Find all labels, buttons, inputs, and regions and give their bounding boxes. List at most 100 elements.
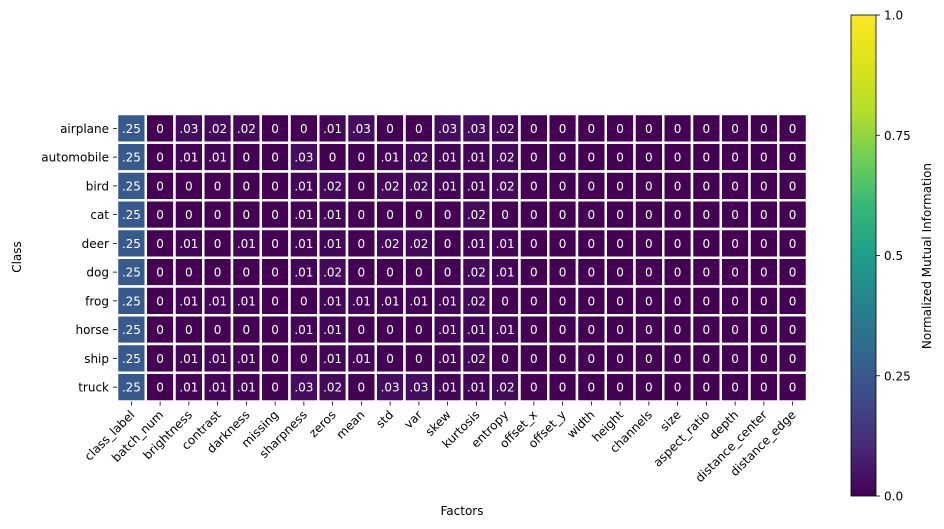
cell-value-label: .01 xyxy=(323,352,342,366)
y-tick-label: dog xyxy=(86,266,109,280)
cell-value-label: 0 xyxy=(645,323,653,337)
colorbar-ticks: 0.0 0.25 0.5 0.75 1.0 xyxy=(876,9,911,504)
cell-value-label: .01 xyxy=(179,151,198,165)
cell-value-label: 0 xyxy=(214,266,222,280)
cell-value-label: .02 xyxy=(381,179,400,193)
cell-value-label: .03 xyxy=(381,381,400,395)
cell-value-label: 0 xyxy=(731,294,739,308)
heatmap-cell xyxy=(575,112,607,144)
cell-value-label: 0 xyxy=(674,294,682,308)
cell-value-label: .01 xyxy=(467,323,486,337)
cell-value-label: 0 xyxy=(645,122,653,136)
heatmap-cell xyxy=(633,227,665,259)
cell-value-label: .03 xyxy=(179,122,198,136)
cell-value-label: .02 xyxy=(496,179,515,193)
cell-value-label: 0 xyxy=(674,208,682,222)
cell-value-label: 0 xyxy=(271,151,279,165)
cell-value-label: 0 xyxy=(588,179,596,193)
cell-value-label: .01 xyxy=(438,179,457,193)
cell-value-label: 0 xyxy=(559,323,567,337)
cell-value-label: 0 xyxy=(156,352,164,366)
cell-value-label: .01 xyxy=(294,179,313,193)
cell-value-label: 0 xyxy=(243,179,251,193)
cell-value-label: 0 xyxy=(185,179,193,193)
cell-value-label: 0 xyxy=(415,323,423,337)
cell-value-label: 0 xyxy=(415,352,423,366)
cell-value-label: .02 xyxy=(409,179,428,193)
cell-value-label: 0 xyxy=(588,323,596,337)
cell-value-label: 0 xyxy=(271,179,279,193)
heatmap-cell xyxy=(777,285,809,317)
cell-value-label: 0 xyxy=(760,151,768,165)
cell-value-label: 0 xyxy=(789,122,797,136)
cell-value-label: 0 xyxy=(731,151,739,165)
cell-value-label: 0 xyxy=(731,179,739,193)
heatmap-cell xyxy=(288,141,320,173)
colorbar-tick-label: 0.25 xyxy=(884,369,911,383)
cell-value-label: 0 xyxy=(444,237,452,251)
cell-value-label: 0 xyxy=(329,151,337,165)
cell-value-label: .02 xyxy=(409,151,428,165)
heatmap-cell xyxy=(144,227,176,259)
heatmap-cell xyxy=(432,227,464,259)
cell-value-label: 0 xyxy=(358,208,366,222)
cell-value-label: 0 xyxy=(616,208,624,222)
cell-value-label: 0 xyxy=(358,323,366,337)
cell-value-label: 0 xyxy=(559,352,567,366)
x-axis-label: Factors xyxy=(441,504,484,518)
cell-value-label: 0 xyxy=(789,151,797,165)
cell-value-label: 0 xyxy=(214,237,222,251)
heatmap-cell xyxy=(518,342,550,374)
cell-value-label: 0 xyxy=(616,352,624,366)
cell-value-label: 0 xyxy=(703,151,711,165)
heatmap-cell xyxy=(317,227,349,259)
cell-value-label: 0 xyxy=(271,352,279,366)
cell-value-label: .01 xyxy=(467,237,486,251)
cell-value-label: 0 xyxy=(703,179,711,193)
cell-value-label: 0 xyxy=(530,237,538,251)
cell-value-label: 0 xyxy=(559,179,567,193)
cell-value-label: 0 xyxy=(156,179,164,193)
heatmap-cell xyxy=(115,285,147,317)
heatmap-cell xyxy=(288,199,320,231)
cell-value-label: 0 xyxy=(760,208,768,222)
cell-value-label: 0 xyxy=(616,323,624,337)
cell-value-label: 0 xyxy=(271,122,279,136)
heatmap-cell xyxy=(662,314,694,346)
cell-value-label: 0 xyxy=(271,294,279,308)
cell-value-label: 0 xyxy=(530,208,538,222)
cell-value-label: 0 xyxy=(674,122,682,136)
cell-value-label: 0 xyxy=(358,179,366,193)
cell-value-label: 0 xyxy=(789,237,797,251)
cell-value-label: 0 xyxy=(559,294,567,308)
cell-value-label: 0 xyxy=(386,266,394,280)
cell-value-label: .01 xyxy=(381,151,400,165)
heatmap-cell xyxy=(633,371,665,403)
cell-value-label: 0 xyxy=(616,151,624,165)
cell-value-label: 0 xyxy=(559,237,567,251)
cell-value-label: 0 xyxy=(674,381,682,395)
cell-value-label: 0 xyxy=(358,266,366,280)
cell-value-label: 0 xyxy=(645,151,653,165)
x-tick-label: zeros xyxy=(306,408,338,440)
cell-value-label: 0 xyxy=(645,294,653,308)
cell-value-label: 0 xyxy=(703,381,711,395)
cell-value-label: 0 xyxy=(616,294,624,308)
cell-value-label: 0 xyxy=(588,122,596,136)
cell-value-label: .02 xyxy=(237,122,256,136)
cell-value-label: .01 xyxy=(294,237,313,251)
cell-value-label: 0 xyxy=(616,381,624,395)
cell-value-label: .03 xyxy=(438,122,457,136)
heatmap-cell xyxy=(662,342,694,374)
cell-value-label: 0 xyxy=(789,266,797,280)
cell-value-label: 0 xyxy=(243,323,251,337)
cell-value-label: .25 xyxy=(122,122,141,136)
cell-value-label: .25 xyxy=(122,294,141,308)
heatmap-cell xyxy=(633,314,665,346)
heatmap-cell xyxy=(432,141,464,173)
heatmap-cell xyxy=(719,141,751,173)
heatmap-cell xyxy=(202,342,234,374)
cell-value-label: .01 xyxy=(294,323,313,337)
heatmap-cell xyxy=(604,170,636,202)
